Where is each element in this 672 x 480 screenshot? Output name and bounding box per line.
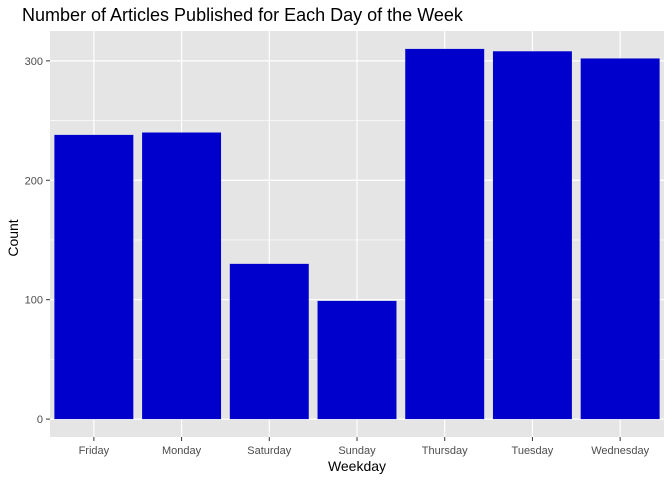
bar-monday xyxy=(142,132,222,420)
bar-sunday xyxy=(317,300,397,420)
chart-title: Number of Articles Published for Each Da… xyxy=(22,5,464,25)
y-tick-label: 200 xyxy=(25,175,43,187)
x-tick-label: Sunday xyxy=(338,445,376,457)
x-axis-title: Weekday xyxy=(328,458,386,474)
x-tick-label: Wednesday xyxy=(591,445,649,457)
x-tick-label: Saturday xyxy=(247,445,292,457)
x-tick-label: Tuesday xyxy=(512,445,554,457)
y-tick-label: 100 xyxy=(25,295,43,307)
bar-friday xyxy=(54,134,134,420)
bars xyxy=(54,48,660,420)
bar-thursday xyxy=(405,48,485,420)
x-tick-label: Thursday xyxy=(422,445,468,457)
bar-tuesday xyxy=(492,51,572,420)
bar-wednesday xyxy=(580,58,660,420)
y-axis-title: Count xyxy=(5,219,21,256)
x-tick-label: Monday xyxy=(162,445,202,457)
y-axis-ticks: 0 100 200 300 xyxy=(25,56,50,426)
x-tick-label: Friday xyxy=(79,445,110,457)
y-tick-label: 0 xyxy=(37,414,43,426)
y-tick-label: 300 xyxy=(25,56,43,68)
bar-saturday xyxy=(229,263,309,420)
x-axis-ticks: Friday Monday Saturday Sunday Thursday Tuesda… xyxy=(79,437,650,457)
